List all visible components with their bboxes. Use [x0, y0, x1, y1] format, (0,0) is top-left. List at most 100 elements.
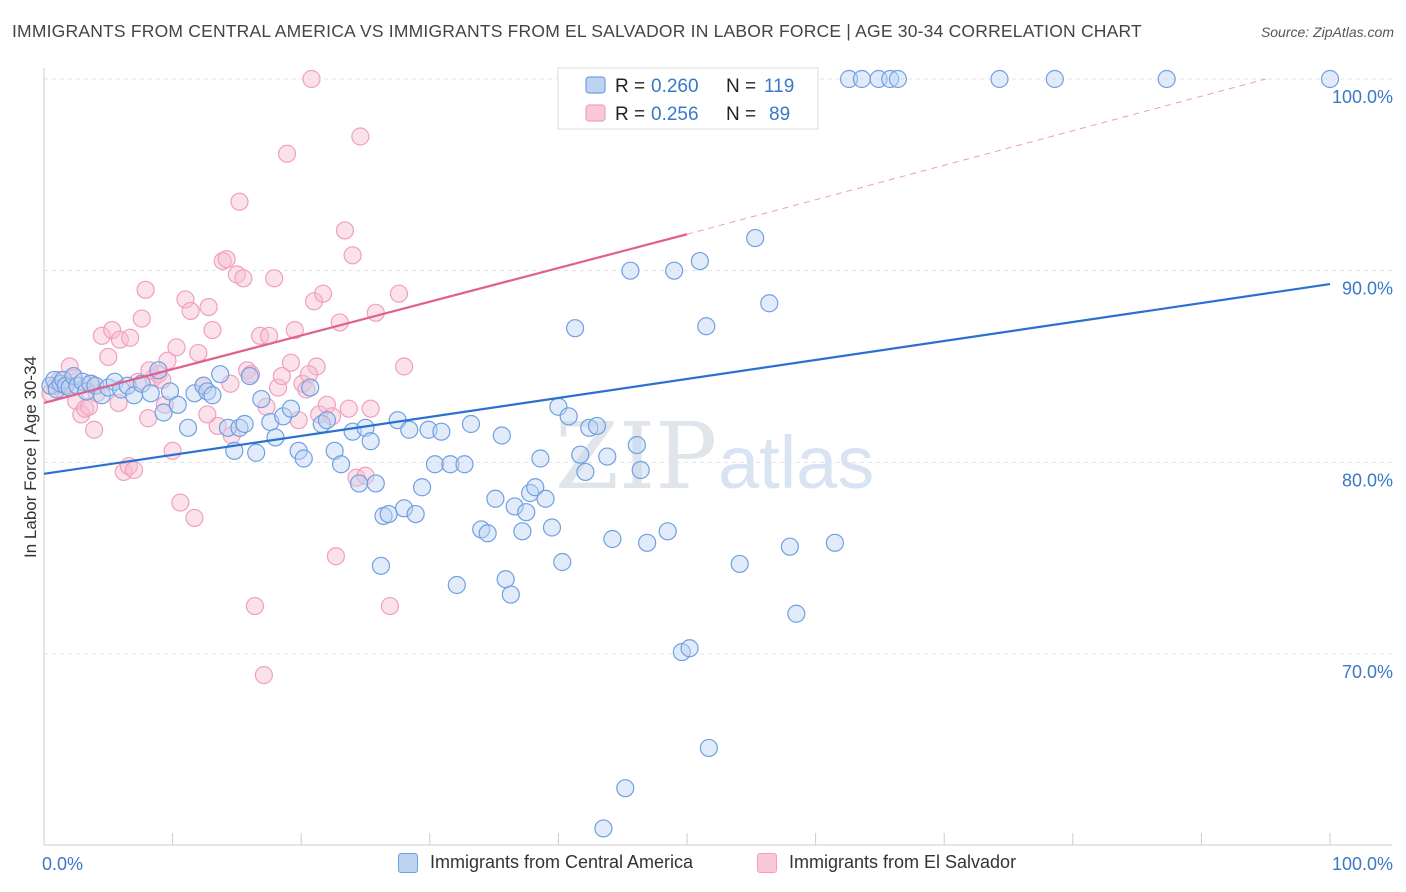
data-point — [425, 455, 445, 474]
data-point — [825, 533, 844, 552]
data-point — [379, 504, 398, 524]
watermark: ZIP atlas — [555, 403, 874, 510]
data-point — [441, 455, 460, 474]
data-point — [730, 554, 749, 574]
data-point — [526, 478, 545, 497]
x-tick-labels: 0.0% 100.0% — [42, 854, 1393, 874]
data-point — [888, 69, 908, 89]
watermark-atlas: atlas — [718, 421, 874, 504]
data-point — [299, 365, 319, 384]
data-point — [542, 518, 562, 537]
data-point — [881, 69, 900, 89]
data-point — [121, 328, 140, 347]
data-point — [245, 596, 265, 616]
data-point — [478, 524, 497, 543]
data-point — [366, 474, 385, 493]
data-point — [852, 69, 871, 89]
data-point — [349, 474, 369, 493]
data-point — [281, 353, 301, 372]
legend-swatch-pink — [757, 852, 777, 873]
data-point — [294, 449, 313, 468]
data-point — [171, 493, 190, 512]
data-point — [361, 432, 380, 451]
legend-pink-swatch — [585, 104, 606, 122]
data-point — [1157, 69, 1176, 89]
data-point — [1045, 69, 1064, 89]
data-point — [760, 294, 779, 313]
data-point — [631, 460, 650, 480]
data-point — [351, 127, 370, 146]
legend-item-central-america[interactable]: Immigrants from Central America — [398, 852, 693, 873]
data-point — [240, 366, 259, 386]
legend-item-el-salvador[interactable]: Immigrants from El Salvador — [757, 852, 1016, 873]
data-point — [335, 221, 355, 240]
data-point — [124, 460, 144, 480]
data-point — [178, 418, 198, 437]
data-point — [501, 585, 520, 604]
data-point — [787, 604, 806, 623]
x-tick-label: 100.0% — [1332, 854, 1393, 874]
data-point — [699, 738, 718, 758]
trend-lines — [43, 78, 1331, 475]
data-point — [247, 443, 266, 462]
y-tick-label: 100.0% — [1332, 87, 1393, 107]
data-point — [64, 366, 83, 386]
watermark-zip: ZIP — [555, 403, 717, 510]
data-point — [168, 395, 187, 414]
legend-pink-r-value: 0.256 — [651, 104, 699, 125]
data-point — [990, 69, 1009, 89]
y-tick-labels: 100.0% 90.0% 80.0% 70.0% — [1332, 87, 1393, 682]
data-point — [406, 504, 425, 524]
data-point — [1320, 69, 1340, 89]
data-point — [536, 489, 555, 508]
data-point — [492, 426, 511, 445]
data-point — [380, 596, 400, 616]
legend-label-central-america: Immigrants from Central America — [430, 852, 694, 872]
data-point — [603, 529, 622, 549]
data-point — [167, 338, 186, 357]
data-point — [412, 478, 432, 497]
data-point — [400, 420, 419, 439]
data-point — [203, 386, 222, 405]
data-point — [254, 665, 274, 685]
data-point — [331, 455, 351, 474]
data-point — [594, 819, 613, 838]
data-point — [199, 297, 218, 317]
data-point — [361, 399, 380, 418]
data-point — [394, 357, 414, 376]
data-point — [109, 393, 128, 413]
data-point — [234, 269, 253, 288]
data-point — [496, 570, 515, 589]
data-point — [85, 420, 104, 439]
data-point — [265, 269, 284, 288]
data-point — [389, 284, 409, 303]
data-point — [553, 552, 572, 572]
legend-pink-r-label: R = — [615, 104, 645, 125]
data-point — [139, 409, 158, 428]
data-point — [658, 522, 677, 541]
data-point — [181, 301, 200, 321]
data-point — [198, 405, 217, 424]
trend-line-el-salvador — [43, 233, 688, 404]
source-label: Source: ZipAtlas.com — [1260, 24, 1394, 40]
data-point — [176, 290, 195, 309]
data-point — [839, 69, 859, 89]
data-point — [277, 144, 297, 163]
data-point — [252, 389, 271, 409]
data-point — [366, 303, 385, 322]
data-point — [317, 395, 337, 414]
data-point — [141, 384, 160, 403]
y-tick-label: 80.0% — [1342, 470, 1393, 490]
data-point — [235, 414, 254, 434]
data-point — [189, 343, 208, 363]
data-point — [513, 522, 532, 541]
data-point — [665, 261, 684, 280]
data-point — [272, 366, 292, 386]
data-point — [598, 447, 617, 466]
data-point — [285, 320, 304, 340]
data-point — [326, 547, 346, 566]
legend-blue-n-value: 119 — [764, 76, 794, 97]
legend-blue-r-label: R = — [615, 76, 645, 97]
y-axis-label: In Labor Force | Age 30-34 — [21, 356, 40, 558]
chart-title: IMMIGRANTS FROM CENTRAL AMERICA VS IMMIG… — [12, 21, 1142, 41]
